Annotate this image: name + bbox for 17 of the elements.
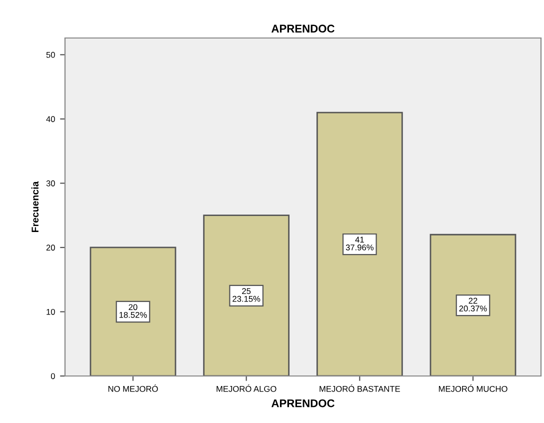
data-label: 41 37.96%	[346, 236, 374, 250]
y-tick-label: 30	[46, 180, 55, 186]
data-label: 20 18.52%	[120, 304, 147, 318]
x-axis-title: APRENDOC	[271, 399, 334, 408]
y-tick-label: 40	[46, 116, 55, 122]
y-axis-title: Frecuencia	[31, 181, 39, 232]
x-tick-label: MEJORÓ BASTANTE	[320, 384, 400, 392]
y-tick-label: 50	[46, 52, 55, 58]
data-label: 25 23.15%	[232, 288, 260, 302]
y-tick-label: 0	[50, 373, 55, 380]
x-tick-label: MEJORÓ ALGO	[216, 384, 276, 392]
y-tick-label: 20	[46, 244, 55, 251]
x-tick-label: NO MEJORÓ	[108, 384, 158, 392]
data-label: 22 20.37%	[459, 298, 487, 312]
y-tick-label: 10	[46, 308, 55, 315]
chart-title: APRENDOC	[271, 24, 334, 33]
x-tick-label: MEJORÓ MUCHO	[438, 384, 508, 392]
